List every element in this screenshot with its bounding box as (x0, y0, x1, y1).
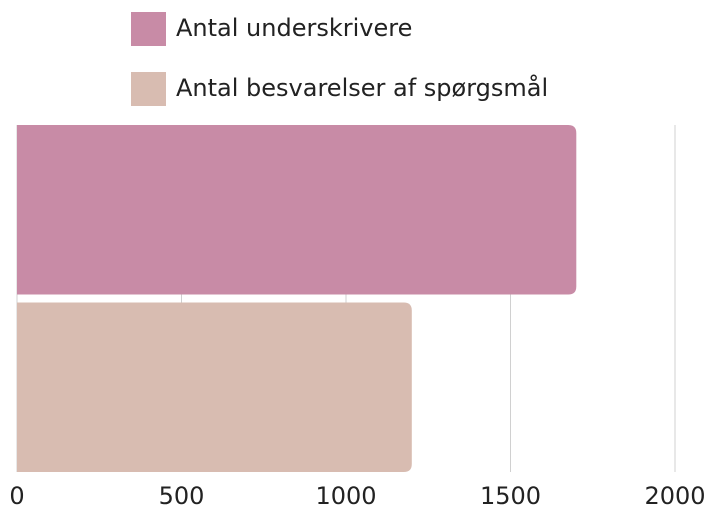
x-tick-label: 1500 (480, 482, 541, 510)
x-tick-label: 1000 (315, 482, 376, 510)
legend-swatch (131, 12, 166, 46)
bar (17, 302, 412, 472)
x-tick-label: 2000 (644, 482, 705, 510)
legend-swatch (131, 72, 166, 106)
x-tick-label: 500 (159, 482, 205, 510)
legend-label: Antal underskrivere (176, 14, 412, 42)
legend-label: Antal besvarelser af spørgsmål (176, 73, 548, 102)
x-tick-label: 0 (9, 482, 24, 510)
bar (17, 125, 577, 295)
